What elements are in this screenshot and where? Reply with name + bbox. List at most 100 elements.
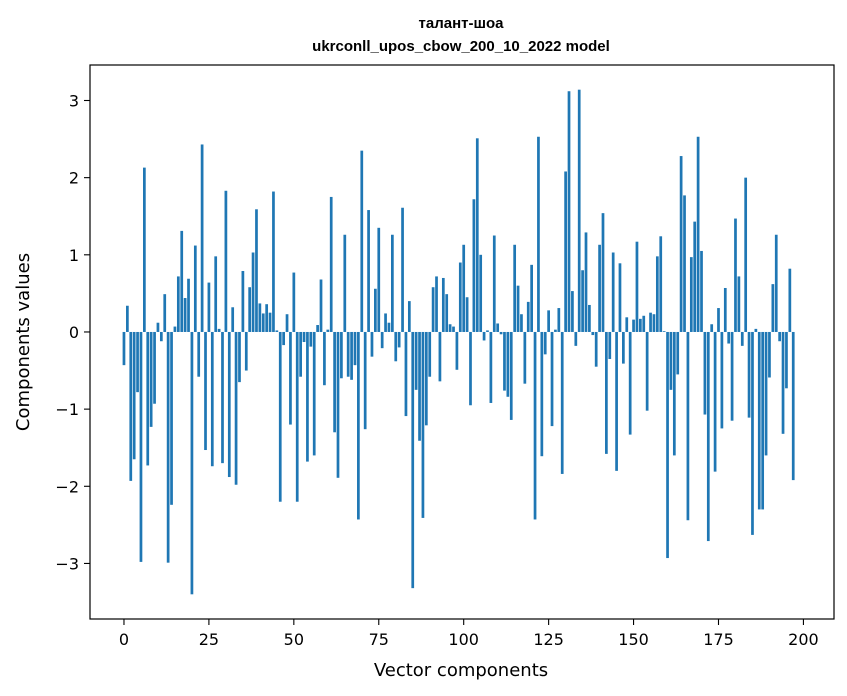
bar <box>652 314 656 332</box>
bar <box>309 331 313 347</box>
bar <box>414 331 418 390</box>
bar <box>642 315 646 332</box>
bar <box>723 287 727 332</box>
bar <box>686 331 690 521</box>
y-tick-label: 0 <box>69 323 79 342</box>
bar <box>737 276 741 332</box>
bar <box>655 256 659 332</box>
chart-title: талант-шоа <box>419 15 505 32</box>
x-tick-label: 0 <box>119 630 129 649</box>
bar <box>611 252 615 332</box>
bar <box>411 331 415 589</box>
bar <box>462 244 466 332</box>
bar <box>554 329 557 332</box>
bar <box>683 195 686 332</box>
bar <box>418 331 421 441</box>
bar <box>360 150 364 332</box>
bar <box>146 331 150 466</box>
bar <box>764 331 768 456</box>
bar <box>537 136 540 332</box>
bar <box>608 331 612 359</box>
bar <box>278 331 282 502</box>
y-tick-label: −1 <box>55 400 79 419</box>
bar <box>193 245 197 332</box>
bar <box>492 235 496 332</box>
bar <box>560 331 564 474</box>
bar <box>557 308 561 332</box>
bar <box>143 167 146 332</box>
bar <box>248 287 252 332</box>
bar <box>261 313 265 332</box>
bar <box>526 301 530 332</box>
bar <box>448 324 452 332</box>
bar <box>768 331 771 378</box>
bar <box>421 331 425 518</box>
x-tick-label: 200 <box>788 630 819 649</box>
bar <box>227 331 231 478</box>
bar <box>669 331 673 390</box>
bar <box>754 328 758 332</box>
y-tick-label: 2 <box>69 169 79 188</box>
bar <box>672 331 676 456</box>
bar <box>367 210 370 332</box>
bar <box>577 89 581 332</box>
bar <box>720 331 724 429</box>
bar <box>781 331 785 434</box>
bar <box>567 91 571 332</box>
bar <box>214 256 218 332</box>
bar <box>285 314 289 332</box>
bar <box>666 331 669 559</box>
bar <box>292 272 296 332</box>
bar <box>333 331 336 433</box>
bar <box>774 234 778 332</box>
bar <box>744 177 748 332</box>
bar <box>316 325 319 332</box>
bar <box>234 331 238 485</box>
bar <box>265 304 269 332</box>
bar <box>632 319 635 332</box>
bar <box>299 331 302 377</box>
bar <box>268 312 272 332</box>
bar <box>428 331 432 377</box>
bar <box>506 331 510 397</box>
bar <box>407 301 411 332</box>
bar <box>533 331 537 520</box>
bar <box>340 331 343 379</box>
bar <box>312 331 316 456</box>
bar <box>499 331 503 335</box>
bar <box>397 331 401 348</box>
y-axis-label: Components values <box>13 253 34 431</box>
x-tick-label: 150 <box>618 630 649 649</box>
bar <box>255 209 258 332</box>
bar <box>217 328 221 332</box>
bar <box>649 312 652 332</box>
bar <box>370 331 374 357</box>
bar <box>785 331 788 389</box>
bar <box>465 297 469 332</box>
bar <box>689 257 693 332</box>
bar <box>180 230 184 332</box>
bar <box>431 287 435 332</box>
bar <box>761 331 765 510</box>
bar <box>479 254 483 332</box>
bar <box>571 291 574 332</box>
bar <box>374 288 377 332</box>
bar <box>183 298 187 332</box>
bar <box>700 250 703 332</box>
bar <box>513 244 517 332</box>
bar <box>757 331 761 510</box>
bar <box>747 331 751 418</box>
bar <box>353 331 357 366</box>
bar <box>452 326 455 332</box>
bar <box>258 303 262 332</box>
bar <box>163 294 167 332</box>
bar <box>751 331 754 535</box>
bar <box>251 252 255 332</box>
bar <box>727 331 731 344</box>
bar <box>363 331 367 430</box>
bar <box>357 331 360 520</box>
bar <box>489 331 493 403</box>
bar <box>475 138 479 332</box>
bar <box>458 262 462 332</box>
bar <box>740 331 744 346</box>
